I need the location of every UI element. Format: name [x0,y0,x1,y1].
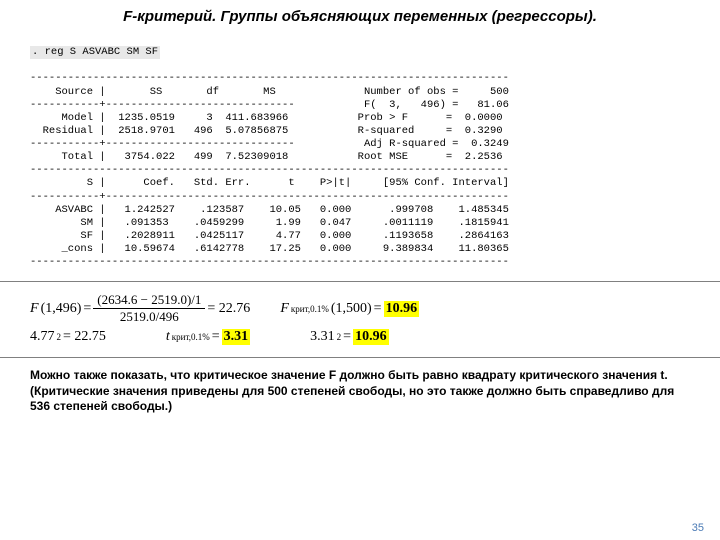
formula-row-2: 4.772 = 22.75 tкрит,0.1% = 3.31 3.312 = … [30,329,690,345]
f-critical: Fкрит,0.1% (1,500) = 10.96 [280,301,419,317]
numerator: (2634.6 − 2519.0)/1 [93,292,205,309]
equals-2: = [374,301,382,317]
slide-title: F-критерий. Группы объясняющих переменны… [0,0,720,31]
cons-row: _cons | 10.59674 .6142778 17.25 0.000 9.… [30,243,509,255]
sf-row: SF | .2028911 .0425117 4.77 0.000 .11936… [30,230,509,242]
source-header: Source | SS df MS Number of obs = 500 [30,86,509,98]
equals-3: = [212,329,220,345]
t-exp: 2 [57,332,62,342]
f-symbol: F [30,301,39,317]
t-crit-squared: 3.312 = 10.96 [310,329,388,345]
equals: = [83,301,91,317]
sm-row: SM | .091353 .0459299 1.99 0.047 .001111… [30,217,509,229]
divider-2: -----------+----------------------------… [30,138,509,150]
t-critical: tкрит,0.1% = 3.31 [166,329,250,345]
f-crit-symbol: F [280,301,289,317]
formula-row-1: F (1,496) = (2634.6 − 2519.0)/1 2519.0/4… [30,292,690,325]
t-crit-sq-value: 10.96 [353,329,389,345]
t-crit-exp: 2 [337,332,342,342]
formula-block: F (1,496) = (2634.6 − 2519.0)/1 2519.0/4… [0,281,720,358]
stata-command: . reg S ASVABC SM SF [30,46,160,59]
f-crit-args: (1,500) [331,301,372,317]
stata-output: . reg S ASVABC SM SF -------------------… [0,31,720,275]
f-result: = 22.76 [207,301,250,317]
f-crit-sub: крит,0.1% [291,304,329,314]
f-crit-value: 10.96 [384,301,420,317]
t-squared: 4.772 = 22.75 [30,329,106,345]
footer-explanation: Можно также показать, что критическое зн… [0,362,720,421]
total-row: Total | 3754.022 499 7.52309018 Root MSE… [30,151,503,163]
page-number: 35 [692,522,704,534]
divider-1: -----------+----------------------------… [30,99,509,111]
t-crit-base: 3.31 [310,329,335,345]
hr: ----------------------------------------… [30,72,509,84]
residual-row: Residual | 2518.9701 496 5.07856875 R-sq… [30,125,503,137]
f-args: (1,496) [41,301,82,317]
f-stat: F (1,496) = (2634.6 − 2519.0)/1 2519.0/4… [30,292,250,325]
denominator: 2519.0/496 [93,309,205,325]
asvabc-row: ASVABC | 1.242527 .123587 10.05 0.000 .9… [30,204,509,216]
model-row: Model | 1235.0519 3 411.683966 Prob > F … [30,112,503,124]
fraction: (2634.6 − 2519.0)/1 2519.0/496 [93,292,205,325]
t-val: 4.77 [30,329,55,345]
t-crit-symbol: t [166,329,170,345]
hr-2: ----------------------------------------… [30,164,509,176]
t-crit-value: 3.31 [222,329,251,345]
t-crit-sub: крит,0.1% [172,332,210,342]
divider-3: -----------+----------------------------… [30,191,509,203]
coef-header: S | Coef. Std. Err. t P>|t| [95% Conf. I… [30,177,509,189]
equals-4: = [343,329,351,345]
t-sq-result: = 22.75 [63,329,106,345]
hr-3: ----------------------------------------… [30,256,509,268]
